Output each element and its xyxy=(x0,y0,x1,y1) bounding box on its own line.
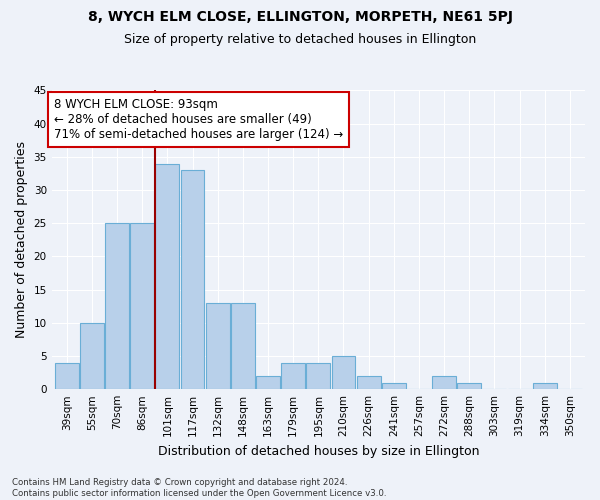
Bar xyxy=(533,382,557,389)
Bar xyxy=(55,362,79,389)
Bar xyxy=(356,376,380,389)
X-axis label: Distribution of detached houses by size in Ellington: Distribution of detached houses by size … xyxy=(158,444,479,458)
Text: 8, WYCH ELM CLOSE, ELLINGTON, MORPETH, NE61 5PJ: 8, WYCH ELM CLOSE, ELLINGTON, MORPETH, N… xyxy=(88,10,512,24)
Bar xyxy=(181,170,205,389)
Bar xyxy=(231,303,255,389)
Bar xyxy=(256,376,280,389)
Bar xyxy=(105,223,129,389)
Text: Contains HM Land Registry data © Crown copyright and database right 2024.
Contai: Contains HM Land Registry data © Crown c… xyxy=(12,478,386,498)
Text: Size of property relative to detached houses in Ellington: Size of property relative to detached ho… xyxy=(124,32,476,46)
Bar xyxy=(281,362,305,389)
Bar xyxy=(382,382,406,389)
Bar xyxy=(130,223,154,389)
Bar xyxy=(80,323,104,389)
Bar xyxy=(206,303,230,389)
Text: 8 WYCH ELM CLOSE: 93sqm
← 28% of detached houses are smaller (49)
71% of semi-de: 8 WYCH ELM CLOSE: 93sqm ← 28% of detache… xyxy=(55,98,344,141)
Y-axis label: Number of detached properties: Number of detached properties xyxy=(15,142,28,338)
Bar xyxy=(307,362,330,389)
Bar xyxy=(457,382,481,389)
Bar xyxy=(332,356,355,389)
Bar xyxy=(432,376,456,389)
Bar xyxy=(155,164,179,389)
